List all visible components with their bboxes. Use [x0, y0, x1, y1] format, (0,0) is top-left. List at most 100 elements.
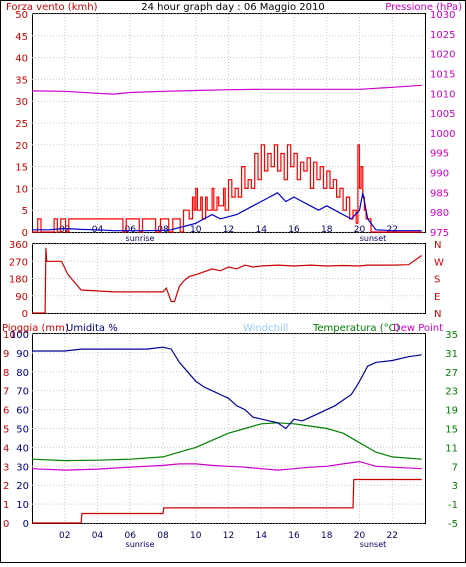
x-tick-label: 12 — [223, 225, 234, 235]
rain-tick-label: 10 — [3, 330, 16, 341]
wind-gust-line — [32, 144, 422, 233]
y-tick-label: 270 — [9, 257, 28, 268]
rain-tick-label: 1 — [3, 500, 9, 511]
y-tick-label: 5 — [22, 206, 28, 217]
y-tick-label: 11 — [445, 443, 458, 454]
y-tick-label: 0 — [23, 519, 29, 530]
y-tick-label: 23 — [445, 387, 458, 398]
y-tick-label: 30 — [15, 97, 28, 108]
y-tick-label: 180 — [9, 275, 28, 286]
direction-label: N — [434, 240, 441, 251]
rain-tick-label: 7 — [3, 387, 9, 398]
c3-sunrise-label: sunrise — [126, 540, 155, 549]
x-tick-label: 20 — [354, 225, 366, 235]
y-tick-label: 1030 — [430, 10, 455, 21]
c1-left-tick-labels: 0 5 10 15 20 25 30 35 40 45 50 — [15, 10, 28, 239]
direction-label: W — [434, 257, 444, 268]
direction-label: E — [434, 292, 440, 303]
c3-humidity-tick-labels: 0 10 20 30 40 50 60 70 80 90 100 — [10, 330, 29, 530]
y-tick-label: 35 — [445, 330, 458, 341]
c1-sunrise-label: sunrise — [126, 234, 155, 243]
c1-left-axis-label: Forza vento (kmh) — [6, 2, 98, 13]
temperature-line — [31, 422, 422, 462]
wind-avg-line — [32, 192, 422, 232]
y-tick-label: 45 — [15, 32, 28, 43]
y-tick-label: 995 — [430, 149, 449, 160]
c3-legend-windchill: Windchill — [243, 323, 288, 334]
rain-tick-label: 6 — [3, 406, 9, 417]
x-tick-label: 16 — [288, 531, 300, 541]
x-tick-label: 18 — [321, 225, 333, 235]
c1-right-tick-labels: 975 980 985 990 995 1000 1005 1010 1015 1020 1025 1… — [430, 10, 455, 239]
humidity-line — [32, 346, 422, 430]
x-tick-label: 14 — [256, 225, 268, 235]
humidity-temperature-chart: Pioggia (mm) Umidita % Windchill Tempera… — [2, 323, 458, 549]
rain-tick-label: 9 — [3, 349, 9, 360]
c3-series — [31, 346, 422, 524]
direction-label: S — [434, 275, 440, 286]
rain-tick-label: 3 — [3, 462, 9, 473]
y-tick-label: 90 — [15, 292, 28, 303]
x-tick-label: 22 — [387, 531, 398, 541]
y-tick-label: 50 — [16, 425, 29, 436]
y-tick-label: 985 — [430, 188, 449, 199]
y-tick-label: 3 — [452, 481, 458, 492]
c3-humidity-axis-label: Umidita % — [66, 323, 118, 334]
wind-direction-line — [32, 247, 423, 314]
y-tick-label: 360 — [9, 240, 28, 251]
rain-tick-label: 5 — [3, 425, 9, 436]
c3-x-tick-labels: 02 04 06 08 10 12 14 16 18 20 22 — [59, 531, 398, 541]
y-tick-label: 990 — [430, 169, 449, 180]
y-tick-label: 0 — [22, 228, 28, 239]
c3-sunset-label: sunset — [360, 540, 387, 549]
x-tick-label: 14 — [256, 531, 268, 541]
c2-series — [32, 247, 423, 314]
y-tick-label: 80 — [16, 368, 29, 379]
y-tick-label: 15 — [15, 163, 28, 174]
x-tick-label: 12 — [223, 531, 234, 541]
x-tick-label: 08 — [157, 531, 169, 541]
y-tick-label: 0 — [22, 309, 28, 320]
c3-grid — [32, 333, 425, 524]
y-tick-label: 40 — [15, 54, 28, 65]
c2-grid — [32, 243, 425, 314]
y-tick-label: 27 — [445, 368, 458, 379]
x-tick-label: 20 — [354, 531, 366, 541]
dewpoint-line — [31, 460, 422, 471]
c2-left-tick-labels: 0 90 180 270 360 — [9, 240, 28, 320]
c1-right-axis-label: Pressione (hPa) — [385, 2, 462, 13]
y-tick-label: 70 — [16, 387, 29, 398]
c1-sunset-label: sunset — [360, 234, 387, 243]
x-tick-label: 02 — [59, 225, 70, 235]
rain-tick-label: 8 — [3, 368, 9, 379]
y-tick-label: 40 — [16, 443, 29, 454]
y-tick-label: 1015 — [430, 69, 455, 80]
y-tick-label: 20 — [16, 481, 29, 492]
y-tick-label: 90 — [16, 349, 29, 360]
c3-legend-dewpoint: Dew Point — [393, 323, 443, 334]
y-tick-label: 31 — [445, 349, 458, 360]
y-tick-label: 25 — [15, 119, 28, 130]
c1-series — [31, 84, 422, 233]
y-tick-label: -1 — [448, 500, 458, 511]
c3-rain-tick-labels: 0 1 2 3 4 5 6 7 8 9 10 — [3, 330, 16, 530]
y-tick-label: 1000 — [430, 129, 455, 140]
y-tick-label: 10 — [16, 500, 29, 511]
rain-line — [32, 478, 422, 524]
x-tick-label: 22 — [387, 225, 398, 235]
rain-tick-label: 2 — [3, 481, 9, 492]
rain-tick-label: 4 — [3, 443, 9, 454]
y-tick-label: -5 — [448, 519, 458, 530]
y-tick-label: 30 — [16, 462, 29, 473]
y-tick-label: 1005 — [430, 109, 455, 120]
x-tick-label: 10 — [190, 225, 202, 235]
pressure-line — [31, 84, 422, 95]
y-tick-label: 7 — [452, 462, 458, 473]
wind-pressure-chart: Forza vento (kmh) 24 hour graph day : 06… — [6, 2, 462, 243]
c3-temperature-tick-labels: -5 -1 3 7 11 15 19 23 27 31 35 — [445, 330, 458, 530]
y-tick-label: 60 — [16, 406, 29, 417]
y-tick-label: 100 — [10, 330, 29, 341]
